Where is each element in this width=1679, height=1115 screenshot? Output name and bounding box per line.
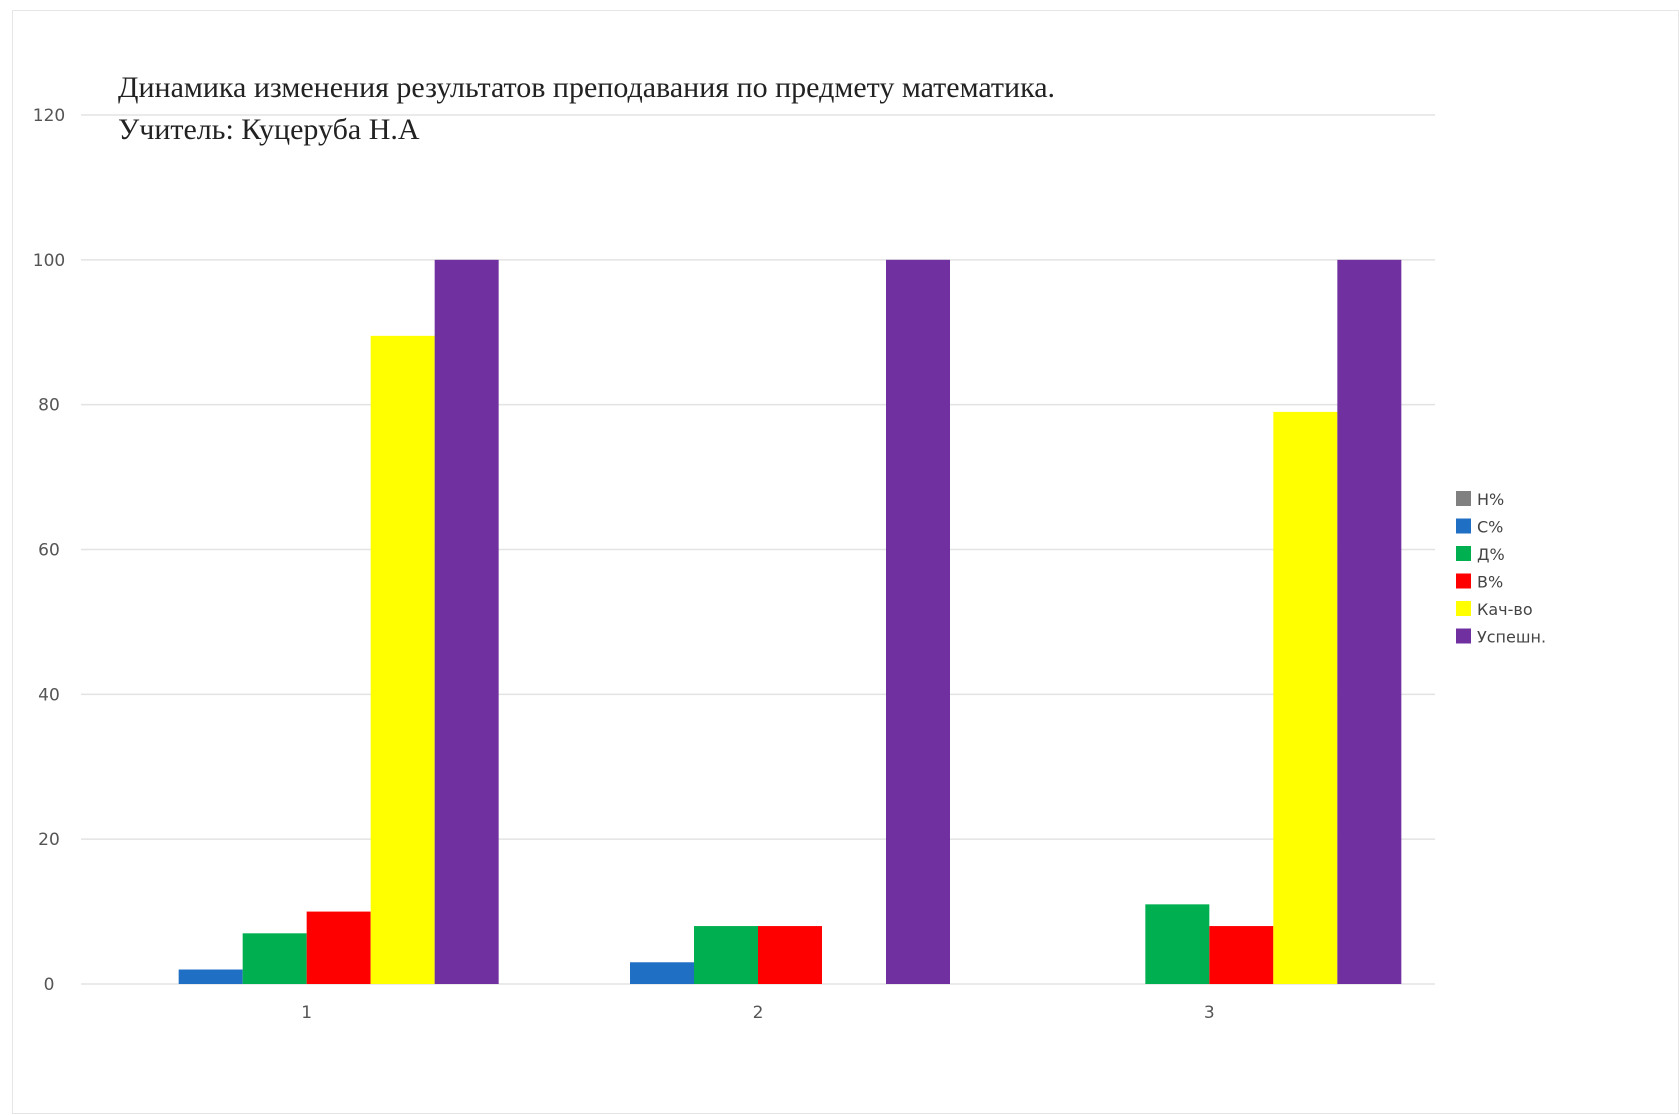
legend-label: Успешн.: [1477, 628, 1546, 647]
legend-label: Н%: [1477, 490, 1504, 509]
bar-2-1: [178, 969, 243, 984]
x-axis-ticks: 1 2 3: [301, 1003, 1214, 1023]
legend-swatch: [1456, 573, 1471, 589]
legend-swatch: [1456, 628, 1471, 644]
chart-frame: 0 20 40 60 80 100 120 1 2 3 Динамика изменения р…: [12, 10, 1679, 1114]
legend-label: В%: [1477, 573, 1503, 592]
legend-swatch: [1456, 601, 1471, 616]
bar-6-2: [886, 259, 950, 984]
bar-4-1: [306, 911, 371, 984]
gridlines: [81, 114, 1435, 985]
y-tick-label: 80: [38, 396, 60, 416]
x-tick-label: 1: [301, 1003, 312, 1023]
bar-6-3: [1337, 259, 1402, 984]
legend-label: С%: [1477, 518, 1503, 537]
y-tick-label: 60: [38, 541, 60, 561]
bar-4-2: [758, 926, 822, 984]
legend: Н% С% Д% В% Кач-во Успешн.: [1456, 490, 1546, 647]
bar-3-2: [694, 926, 758, 984]
x-tick-label: 2: [753, 1003, 764, 1023]
y-tick-label: 20: [38, 830, 60, 850]
bar-3-3: [1145, 904, 1210, 984]
chart-title-line-1: Динамика изменения результатов преподава…: [118, 71, 1055, 104]
x-tick-label: 3: [1204, 1003, 1215, 1023]
chart-title: Динамика изменения результатов преподава…: [118, 71, 1055, 146]
bar-5-3: [1273, 411, 1338, 984]
y-tick-label: 100: [33, 251, 65, 271]
legend-label: Кач-во: [1477, 600, 1533, 619]
y-tick-label: 40: [38, 685, 60, 705]
bar-5-1: [370, 335, 435, 984]
y-axis-ticks: 0 20 40 60 80 100 120: [33, 106, 65, 995]
chart-title-line-2: Учитель: Куцеруба Н.А: [118, 113, 420, 146]
y-tick-label: 0: [44, 975, 55, 995]
y-tick-label: 120: [33, 106, 65, 126]
bar-3-1: [242, 933, 307, 984]
bars: [178, 259, 1402, 984]
bar-6-1: [434, 259, 499, 984]
bar-chart: 0 20 40 60 80 100 120 1 2 3 Динамика изменения р…: [33, 71, 1546, 1023]
legend-swatch: [1456, 518, 1471, 534]
bar-2-2: [630, 962, 694, 984]
legend-swatch: [1456, 491, 1471, 506]
legend-label: Д%: [1477, 545, 1505, 564]
bar-4-3: [1209, 926, 1274, 984]
legend-swatch: [1456, 546, 1471, 561]
